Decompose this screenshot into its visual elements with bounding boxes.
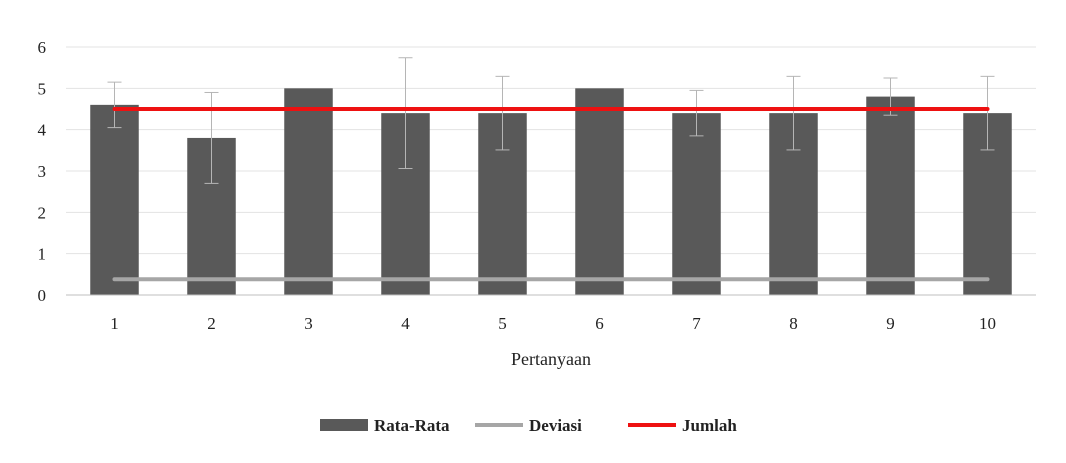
x-tick-label: 5 [498,314,507,333]
error-bar [786,75,801,151]
legend-label: Deviasi [529,416,582,435]
legend-item: Deviasi [475,416,582,435]
y-tick-label: 4 [38,121,47,140]
legend-item: Jumlah [628,416,737,435]
error-bar [980,75,995,151]
x-axis-label: Pertanyaan [511,349,591,369]
legend-swatch [320,419,368,431]
bar [90,104,139,295]
x-tick-label: 4 [401,314,410,333]
x-tick-label: 9 [886,314,895,333]
x-tick-label: 8 [789,314,798,333]
error-bar [689,89,704,137]
y-tick-label: 2 [38,203,47,222]
x-tick-label: 1 [110,314,119,333]
legend-item: Rata-Rata [320,416,450,435]
bar [284,88,333,295]
y-tick-label: 3 [38,162,47,181]
x-tick-label: 10 [979,314,996,333]
legend-label: Jumlah [682,416,737,435]
error-bar [495,75,510,151]
legend: Rata-Rata Deviasi Jumlah [320,416,737,435]
x-tick-label: 2 [207,314,216,333]
bar-series [90,88,1012,295]
y-tick-label: 1 [38,245,47,264]
error-bar [398,57,413,170]
x-axis-ticks: 1 2 3 4 5 6 7 8 9 10 [110,314,996,333]
x-tick-label: 7 [692,314,701,333]
bar [575,88,624,295]
line-series [112,107,990,282]
y-tick-label: 6 [38,38,47,57]
bar [672,113,721,295]
bar [866,96,915,295]
y-axis-ticks: 0 1 2 3 4 5 6 [38,38,47,305]
y-tick-label: 5 [38,79,47,98]
x-tick-label: 3 [304,314,313,333]
error-bars [107,57,995,184]
x-tick-label: 6 [595,314,604,333]
legend-label: Rata-Rata [374,416,450,435]
y-tick-label: 0 [38,286,47,305]
error-bar [107,81,122,129]
